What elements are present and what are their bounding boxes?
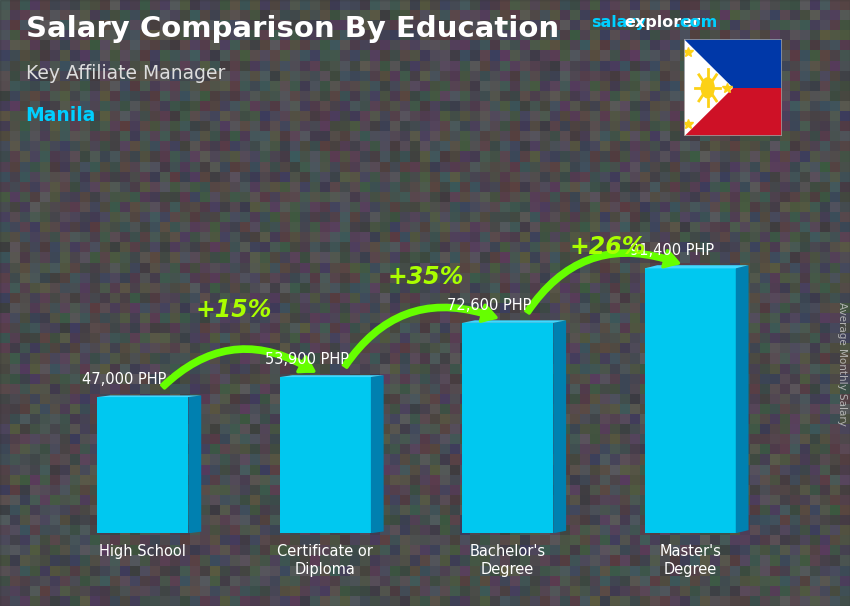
Text: 91,400 PHP: 91,400 PHP [630, 243, 714, 258]
Polygon shape [280, 375, 383, 377]
Polygon shape [736, 265, 749, 533]
Text: +26%: +26% [570, 235, 646, 259]
Circle shape [700, 77, 715, 99]
Text: 47,000 PHP: 47,000 PHP [82, 372, 167, 387]
Text: +35%: +35% [388, 265, 464, 288]
Text: .com: .com [674, 15, 717, 30]
Polygon shape [97, 396, 201, 397]
Bar [644, 268, 736, 533]
Bar [97, 397, 189, 533]
Bar [462, 323, 553, 533]
Text: Manila: Manila [26, 106, 96, 125]
Text: +15%: +15% [196, 298, 272, 322]
Text: explorer: explorer [625, 15, 701, 30]
Bar [684, 88, 782, 136]
Text: salary: salary [591, 15, 646, 30]
Text: 53,900 PHP: 53,900 PHP [265, 352, 349, 367]
Polygon shape [189, 396, 201, 533]
Polygon shape [644, 265, 749, 268]
Bar [684, 39, 782, 88]
Polygon shape [462, 321, 566, 323]
Text: Key Affiliate Manager: Key Affiliate Manager [26, 64, 225, 82]
Polygon shape [684, 39, 733, 136]
Text: Salary Comparison By Education: Salary Comparison By Education [26, 15, 558, 43]
Polygon shape [553, 321, 566, 533]
FancyArrowPatch shape [526, 251, 678, 313]
Bar [280, 377, 371, 533]
Polygon shape [371, 375, 383, 533]
Text: 72,600 PHP: 72,600 PHP [447, 298, 531, 313]
FancyArrowPatch shape [162, 347, 314, 388]
FancyArrowPatch shape [343, 305, 496, 367]
Text: Average Monthly Salary: Average Monthly Salary [837, 302, 847, 425]
